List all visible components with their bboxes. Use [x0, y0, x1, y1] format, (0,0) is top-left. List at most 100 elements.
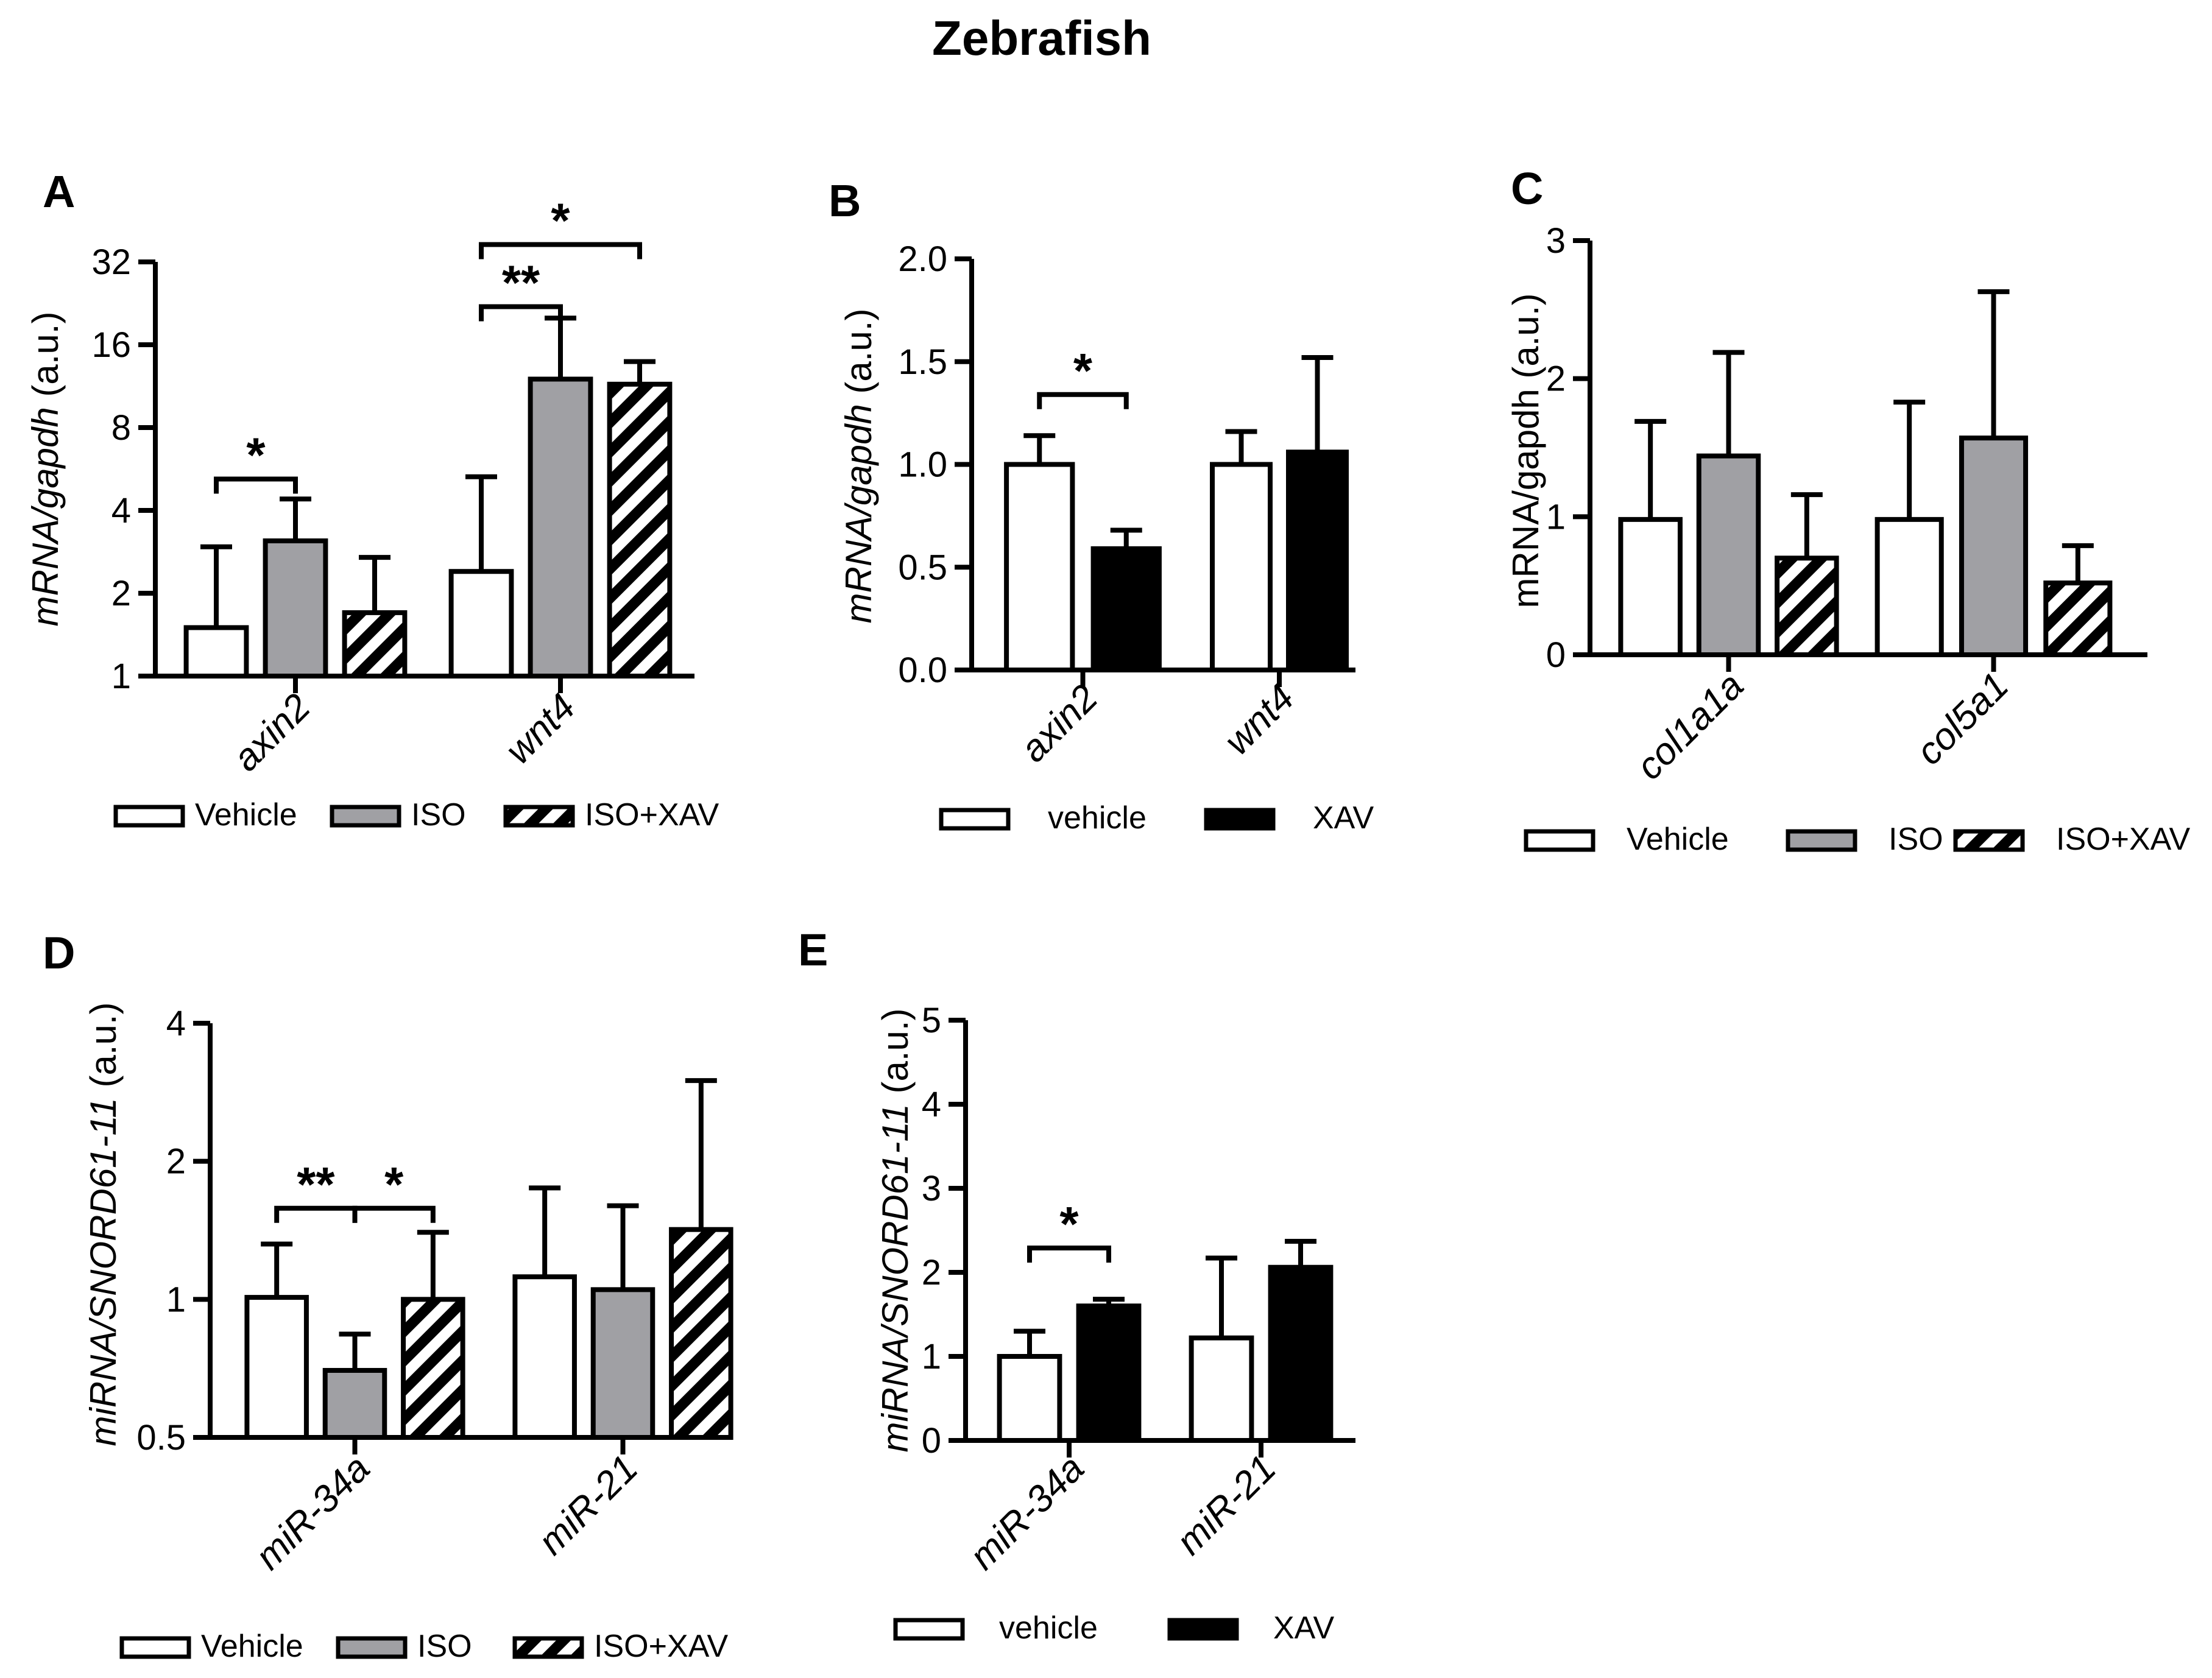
- y-tick-label: 1: [1546, 497, 1566, 537]
- bar: [528, 376, 593, 679]
- panel-letter: B: [829, 175, 861, 226]
- legend-swatch: [1167, 1618, 1239, 1641]
- y-axis-label-part: (a.u.): [25, 312, 66, 407]
- legend-swatch: [503, 805, 575, 828]
- y-tick-label: 4: [111, 491, 131, 531]
- legend-swatch: [1953, 829, 2025, 852]
- bar: [244, 1295, 309, 1440]
- bar: [1189, 1335, 1254, 1443]
- bar: [1775, 555, 1839, 657]
- bar: [590, 1287, 655, 1440]
- y-axis-label: miRNA/SNORD61-11 (a.u.): [875, 1008, 916, 1452]
- y-tick-label: 1: [922, 1337, 941, 1377]
- x-tick-label: axin2: [1012, 677, 1106, 770]
- bar: [448, 569, 514, 679]
- bar: [1004, 462, 1075, 672]
- bar: [512, 1274, 577, 1440]
- y-tick-label: 4: [922, 1085, 941, 1124]
- significance-label: *: [246, 428, 266, 482]
- bar: [1959, 435, 2029, 658]
- bar: [1076, 1303, 1142, 1443]
- y-tick-label: 2: [922, 1253, 941, 1292]
- y-tick-label: 4: [166, 1004, 186, 1043]
- y-axis-label-part: (a.u.): [838, 309, 879, 404]
- bar: [1090, 546, 1162, 672]
- bar: [1696, 453, 1761, 657]
- x-tick-label: col5a1: [1908, 665, 2016, 773]
- bar: [997, 1354, 1062, 1443]
- legend-label: ISO+XAV: [594, 1629, 728, 1664]
- y-axis-label: mRNA/gapdh (a.u.): [1505, 294, 1546, 608]
- y-tick-label: 1.5: [898, 342, 947, 382]
- y-axis-label: mRNA/gapdh (a.u.): [25, 312, 66, 627]
- panel-letter: E: [798, 925, 828, 975]
- x-tick-label: wnt4: [1217, 677, 1302, 763]
- x-tick-label: miR-21: [530, 1447, 646, 1563]
- bar: [1618, 516, 1683, 657]
- figure-title: Zebrafish: [932, 11, 1151, 65]
- legend-label: vehicle: [1048, 800, 1147, 836]
- y-tick-label: 32: [91, 242, 131, 282]
- x-tick-label: wnt4: [498, 686, 584, 772]
- bar: [669, 1227, 733, 1440]
- bar: [607, 381, 673, 679]
- significance-label: *: [1059, 1197, 1079, 1251]
- y-tick-label: 0: [1546, 635, 1566, 675]
- legend-swatch: [939, 808, 1011, 831]
- significance-label: **: [297, 1157, 335, 1211]
- panel-letter: C: [1511, 163, 1543, 214]
- y-tick-label: 2: [1546, 359, 1566, 399]
- y-axis-label-part: miRNA/SNORD61-11: [83, 1098, 124, 1446]
- significance-bracket: [1037, 392, 1129, 409]
- y-tick-label: 5: [922, 1001, 941, 1040]
- legend-swatch: [512, 1636, 584, 1659]
- y-tick-label: 1.0: [898, 445, 947, 485]
- y-axis-label-part: miRNA/SNORD61-11: [875, 1104, 916, 1452]
- legend-swatch: [113, 805, 185, 828]
- legend-swatch: [1204, 808, 1276, 831]
- x-tick-label: miR-34a: [961, 1447, 1092, 1578]
- legend-swatch: [119, 1636, 191, 1659]
- y-tick-label: 0.0: [898, 650, 947, 690]
- bar: [1268, 1264, 1334, 1443]
- y-axis-label-part: gapdh: [838, 404, 879, 506]
- legend-swatch: [1524, 829, 1595, 852]
- legend-label: XAV: [1273, 1610, 1335, 1646]
- x-tick-label: col1a1a: [1628, 665, 1751, 788]
- y-axis-label: miRNA/SNORD61-11 (a.u.): [83, 1002, 124, 1446]
- y-axis-label-part: mRNA/: [25, 506, 66, 627]
- legend-label: ISO: [1889, 822, 1943, 857]
- bar: [322, 1367, 387, 1440]
- bar: [342, 610, 408, 679]
- y-tick-label: 2: [111, 574, 131, 613]
- bar: [2043, 580, 2113, 658]
- y-axis-label-part: mRNA/: [838, 502, 879, 624]
- significance-bracket: [479, 304, 563, 322]
- y-tick-label: 0.5: [898, 548, 947, 587]
- bar: [1286, 449, 1349, 672]
- significance-label: *: [384, 1157, 404, 1211]
- y-tick-label: 1: [166, 1280, 186, 1319]
- x-tick-label: miR-34a: [247, 1447, 378, 1578]
- significance-bracket: [479, 242, 642, 259]
- legend-label: ISO: [411, 797, 466, 833]
- significance-bracket: [352, 1205, 436, 1223]
- bar: [263, 538, 328, 679]
- bar: [1210, 462, 1273, 672]
- y-axis-label: mRNA/gapdh (a.u.): [838, 309, 879, 624]
- y-tick-label: 8: [111, 408, 131, 448]
- significance-label: **: [502, 256, 540, 310]
- legend-label: vehicle: [999, 1610, 1098, 1646]
- panel-letter: A: [43, 166, 75, 217]
- y-tick-label: 1: [111, 657, 131, 696]
- legend-swatch: [330, 805, 401, 828]
- y-tick-label: 16: [91, 325, 131, 365]
- legend-label: Vehicle: [195, 797, 297, 833]
- y-tick-label: 3: [1546, 221, 1566, 261]
- y-tick-label: 2.0: [898, 239, 947, 279]
- panel-letter: D: [43, 928, 75, 978]
- x-tick-label: miR-21: [1168, 1447, 1284, 1563]
